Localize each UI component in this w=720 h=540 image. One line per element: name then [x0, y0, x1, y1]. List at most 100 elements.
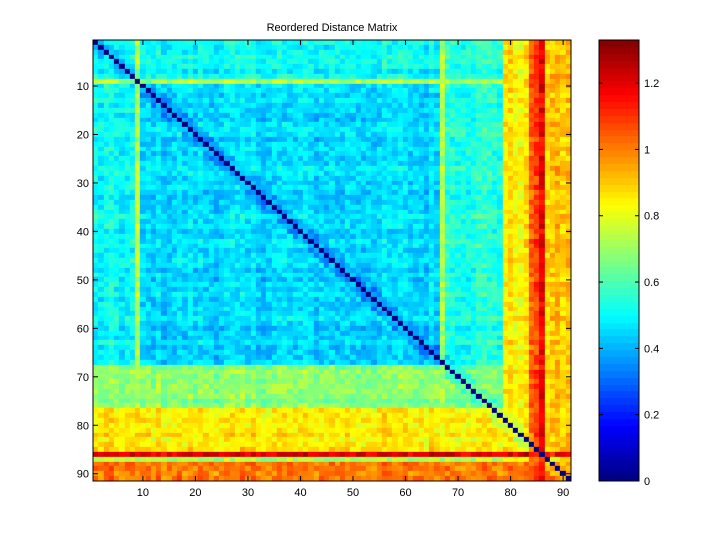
heatmap-cell: [475, 170, 483, 177]
heatmap-cell: [454, 68, 462, 75]
heatmap-cell: [292, 209, 299, 215]
heatmap-cell: [176, 92, 183, 99]
heatmap-cell: [181, 121, 189, 128]
heatmap-cell: [218, 180, 225, 186]
heatmap-cell: [355, 49, 362, 56]
heatmap-cell: [565, 189, 572, 196]
heatmap-cell: [507, 184, 514, 191]
heatmap-cell: [423, 170, 430, 177]
heatmap-cell: [460, 136, 467, 143]
heatmap-cell: [460, 291, 467, 298]
heatmap-cell: [565, 160, 572, 167]
heatmap-cell: [517, 102, 525, 109]
heatmap-cell: [155, 58, 162, 65]
heatmap-cell: [538, 39, 546, 46]
heatmap-cell: [255, 155, 262, 162]
heatmap-cell: [391, 218, 399, 225]
heatmap-cell: [538, 73, 546, 80]
heatmap-cell: [150, 131, 157, 138]
heatmap-cell: [491, 112, 498, 119]
heatmap-cell: [292, 44, 299, 51]
heatmap-cell: [412, 199, 420, 206]
heatmap-cell: [439, 252, 446, 259]
heatmap-cell: [439, 189, 446, 196]
heatmap-cell: [213, 199, 220, 206]
heatmap-cell: [286, 189, 294, 196]
heatmap-cell: [313, 213, 320, 220]
heatmap-cell: [439, 218, 446, 225]
heatmap-cell: [318, 136, 325, 143]
heatmap-cell: [260, 213, 267, 220]
heatmap-cell: [528, 58, 535, 65]
heatmap-cell: [423, 102, 430, 109]
heatmap-cell: [150, 213, 157, 220]
heatmap-cell: [108, 272, 115, 278]
heatmap-cell: [544, 102, 551, 109]
heatmap-cell: [202, 223, 210, 230]
heatmap-cell: [439, 175, 446, 182]
heatmap-cell: [381, 141, 388, 148]
heatmap-cell: [365, 213, 372, 220]
heatmap-cell: [412, 233, 420, 240]
heatmap-cell: [213, 243, 220, 249]
heatmap-cell: [407, 58, 414, 65]
heatmap-cell: [517, 78, 525, 85]
heatmap-cell: [349, 291, 357, 298]
heatmap-cell: [433, 262, 441, 269]
heatmap-cell: [402, 112, 409, 119]
heatmap-cell: [103, 92, 110, 99]
heatmap-cell: [549, 58, 556, 65]
heatmap-cell: [428, 291, 435, 298]
heatmap-cell: [192, 155, 199, 162]
heatmap-cell: [391, 58, 399, 65]
heatmap-cell: [334, 184, 341, 191]
heatmap-cell: [244, 107, 252, 114]
heatmap-cell: [166, 194, 173, 201]
heatmap-cell: [218, 78, 225, 85]
heatmap-cell: [202, 204, 210, 211]
heatmap-cell: [449, 39, 456, 46]
heatmap-cell: [160, 136, 168, 143]
heatmap-cell: [92, 97, 99, 104]
heatmap-cell: [92, 92, 99, 99]
heatmap-cell: [439, 243, 446, 249]
heatmap-cell: [344, 281, 351, 288]
heatmap-cell: [323, 170, 330, 177]
heatmap-cell: [412, 121, 420, 128]
heatmap-cell: [166, 184, 173, 191]
heatmap-cell: [145, 146, 152, 152]
heatmap-cell: [265, 228, 273, 235]
heatmap-cell: [129, 180, 136, 186]
heatmap-cell: [166, 107, 173, 114]
heatmap-cell: [444, 286, 451, 293]
heatmap-cell: [428, 257, 435, 264]
heatmap-cell: [292, 131, 299, 138]
heatmap-cell: [523, 44, 530, 51]
heatmap-cell: [454, 155, 462, 162]
heatmap-cell: [297, 247, 304, 254]
heatmap-cell: [239, 87, 246, 94]
heatmap-cell: [129, 54, 136, 60]
heatmap-cell: [517, 160, 525, 167]
heatmap-cell: [344, 165, 351, 172]
heatmap-cell: [202, 257, 210, 264]
heatmap-cell: [465, 112, 472, 119]
heatmap-cell: [265, 247, 273, 254]
heatmap-cell: [129, 184, 136, 191]
heatmap-cell: [507, 165, 514, 172]
heatmap-cell: [433, 223, 441, 230]
heatmap-cell: [549, 213, 556, 220]
heatmap-cell: [176, 209, 183, 215]
heatmap-cell: [481, 68, 488, 75]
heatmap-cell: [439, 121, 446, 128]
heatmap-cell: [491, 39, 498, 46]
heatmap-cell: [239, 175, 246, 182]
heatmap-cell: [313, 184, 320, 191]
heatmap-cell: [381, 126, 388, 133]
heatmap-cell: [145, 39, 152, 46]
heatmap-cell: [544, 276, 551, 283]
heatmap-cell: [176, 238, 183, 245]
heatmap-cell: [402, 184, 409, 191]
heatmap-cell: [134, 296, 141, 303]
heatmap-cell: [208, 267, 215, 274]
